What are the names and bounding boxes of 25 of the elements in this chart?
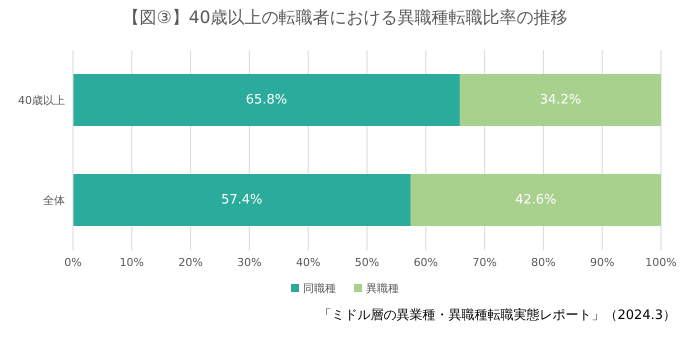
bar [73, 74, 460, 126]
bar [460, 74, 661, 126]
x-tick-label: 50% [354, 256, 380, 269]
y-tick-label: 40歳以上 [18, 94, 65, 107]
x-tick-label: 40% [296, 256, 320, 269]
x-tick-label: 0% [64, 256, 82, 269]
data-label: 42.6% [515, 192, 556, 208]
x-tick-label: 80% [531, 256, 556, 269]
text: 「ミドル層の異業種・異職種転職実態レポート」（2024.3） [318, 307, 677, 324]
x-tick-label: 100% [645, 256, 677, 269]
y-tick-label: 全体 [43, 194, 65, 207]
chart-title: 【図③】40歳以上の転職者における異職種転職比率の推移 [122, 7, 568, 30]
data-label: 34.2% [540, 92, 582, 108]
data-label: 57.4% [221, 192, 262, 208]
bar [410, 174, 661, 226]
legend-label: 異職種 [365, 280, 399, 296]
x-tick-label: 30% [237, 256, 262, 269]
x-tick-label: 70% [472, 256, 497, 269]
x-tick-label: 10% [120, 256, 144, 269]
x-tick-label: 20% [178, 256, 203, 269]
x-tick-label: 90% [590, 256, 614, 269]
x-tick-label: 60% [414, 256, 438, 269]
legend-label: 同職種 [302, 280, 336, 296]
bar [73, 174, 411, 226]
data-label: 65.8% [246, 92, 288, 108]
